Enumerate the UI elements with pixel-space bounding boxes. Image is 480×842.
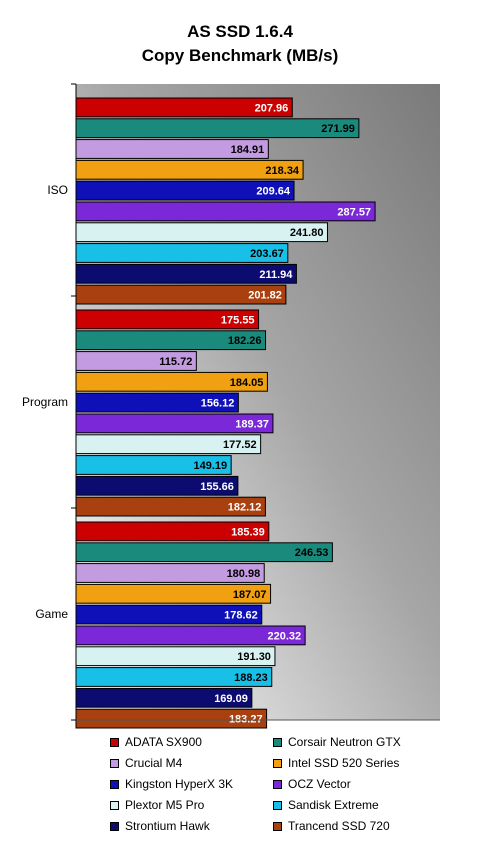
- data-label: 271.99: [321, 123, 355, 135]
- legend-label: Intel SSD 520 Series: [288, 756, 400, 770]
- legend-swatch: [273, 821, 282, 831]
- data-label: 156.12: [201, 398, 235, 410]
- legend-swatch: [110, 737, 119, 747]
- legend-item: Sandisk Extreme: [273, 797, 436, 813]
- data-label: 211.94: [259, 269, 293, 281]
- legend-swatch: [110, 779, 119, 789]
- legend-item: Corsair Neutron GTX: [273, 734, 436, 750]
- legend-swatch: [273, 800, 282, 810]
- data-label: 246.53: [295, 547, 329, 559]
- data-label: 184.91: [231, 144, 265, 156]
- legend-label: OCZ Vector: [288, 777, 351, 791]
- legend-swatch: [273, 737, 282, 747]
- data-label: 155.66: [200, 481, 234, 493]
- legend-label: Sandisk Extreme: [288, 798, 379, 812]
- bar: [75, 201, 376, 222]
- legend-item: Trancend SSD 720: [273, 818, 436, 834]
- category-label-iso: ISO: [47, 183, 68, 197]
- data-label: 182.12: [228, 502, 262, 514]
- chart-title-line-2: Copy Benchmark (MB/s): [141, 46, 339, 65]
- legend-label: Corsair Neutron GTX: [288, 735, 401, 749]
- legend-item: ADATA SX900: [110, 734, 273, 750]
- data-label: 184.05: [230, 377, 264, 389]
- legend-item: Intel SSD 520 Series: [273, 755, 436, 771]
- data-label: 178.62: [224, 610, 258, 622]
- data-label: 182.26: [228, 335, 262, 347]
- data-label: 241.80: [290, 227, 324, 239]
- legend-label: ADATA SX900: [125, 735, 202, 749]
- data-label: 218.34: [265, 165, 300, 177]
- legend-item: OCZ Vector: [273, 776, 436, 792]
- data-label: 175.55: [221, 314, 255, 326]
- legend-label: Trancend SSD 720: [288, 819, 390, 833]
- chart-title: AS SSD 1.6.4 Copy Benchmark (MB/s): [0, 20, 480, 68]
- legend-item: Strontium Hawk: [110, 818, 273, 834]
- legend-swatch: [110, 758, 119, 768]
- legend-label: Plextor M5 Pro: [125, 798, 205, 812]
- chart-title-line-1: AS SSD 1.6.4: [187, 22, 293, 41]
- category-label-program: Program: [22, 395, 68, 409]
- data-label: 177.52: [223, 439, 257, 451]
- data-label: 220.32: [267, 630, 301, 642]
- legend-label: Kingston HyperX 3K: [125, 777, 234, 791]
- legend-swatch: [110, 800, 119, 810]
- data-label: 191.30: [237, 651, 271, 663]
- legend-label: Strontium Hawk: [125, 819, 210, 833]
- data-label: 201.82: [248, 290, 282, 302]
- data-label: 169.09: [214, 693, 248, 705]
- legend-item: Plextor M5 Pro: [110, 797, 273, 813]
- legend-swatch: [110, 821, 119, 831]
- data-label: 209.64: [256, 186, 291, 198]
- legend-swatch: [273, 779, 282, 789]
- legend-swatch: [273, 758, 282, 768]
- data-label: 287.57: [337, 206, 371, 218]
- data-label: 188.23: [234, 672, 268, 684]
- bar: [75, 118, 360, 139]
- data-label: 207.96: [255, 102, 289, 114]
- category-label-game: Game: [35, 607, 68, 621]
- chart-legend: ADATA SX900 Corsair Neutron GTX Crucial M4…: [110, 734, 440, 834]
- data-label: 203.67: [250, 248, 284, 260]
- data-label: 185.39: [231, 526, 265, 538]
- data-label: 149.19: [194, 460, 228, 472]
- data-label: 189.37: [235, 418, 269, 430]
- data-label: 187.07: [233, 589, 267, 601]
- legend-label: Crucial M4: [125, 756, 183, 770]
- data-label: 115.72: [159, 356, 192, 368]
- data-label: 180.98: [227, 568, 261, 580]
- legend-item: Crucial M4: [110, 755, 273, 771]
- legend-item: Kingston HyperX 3K: [110, 776, 273, 792]
